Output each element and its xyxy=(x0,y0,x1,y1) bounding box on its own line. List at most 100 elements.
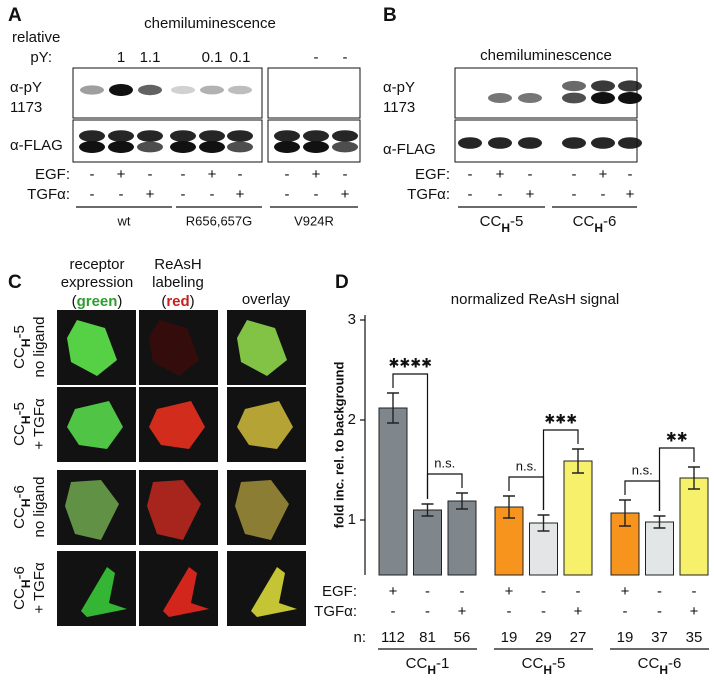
blot-band xyxy=(200,85,224,95)
row-label: + TGFα xyxy=(31,562,48,614)
n-value: 56 xyxy=(454,629,471,646)
sign: + xyxy=(146,186,155,203)
blot-band xyxy=(137,141,163,153)
group-label: V924R xyxy=(294,213,334,228)
text-part: -5 xyxy=(11,402,28,415)
row-label: CCH-5 xyxy=(11,402,33,446)
blot-band xyxy=(303,130,329,142)
group-label: CCH-5 xyxy=(522,655,566,677)
text-part: H xyxy=(659,663,668,677)
column-label: labeling xyxy=(152,274,204,291)
error-bar xyxy=(688,466,700,490)
row-label: EGF: xyxy=(322,583,357,600)
sign: - xyxy=(541,583,546,600)
text-part: -5 xyxy=(552,655,565,672)
significance-bracket xyxy=(508,476,545,510)
significance: ✱✱✱ xyxy=(544,411,577,426)
bar xyxy=(378,407,408,576)
panel-letter: C xyxy=(8,272,22,293)
sign: + xyxy=(626,186,635,203)
antibody: α-FLAG xyxy=(10,137,63,154)
blot-band xyxy=(562,137,586,149)
blot-band xyxy=(227,130,253,142)
cell xyxy=(237,401,293,449)
sign: - xyxy=(541,603,546,620)
blot-band xyxy=(80,85,104,95)
n-value: 29 xyxy=(535,629,552,646)
text-part: CC xyxy=(573,213,595,230)
sign: - xyxy=(601,186,606,203)
blot-band xyxy=(199,141,225,153)
blot-frame xyxy=(72,119,263,163)
panel-letter: D xyxy=(335,272,349,293)
text-part: CC xyxy=(406,655,428,672)
sign: - xyxy=(238,166,243,183)
py-value: 0.1 xyxy=(202,49,223,66)
row-label: EGF: xyxy=(35,166,70,183)
sign: - xyxy=(572,186,577,203)
row-label: TGFα: xyxy=(407,186,450,203)
bar xyxy=(645,521,674,576)
blot-band xyxy=(199,130,225,142)
cell xyxy=(237,320,287,376)
blot-band xyxy=(618,137,642,149)
text-part: H xyxy=(19,580,33,589)
blot-band xyxy=(170,141,196,153)
error-bar xyxy=(503,495,515,519)
heading: chemiluminescence xyxy=(144,15,276,32)
group-label: R656,657G xyxy=(186,213,253,228)
sign: - xyxy=(468,166,473,183)
cell xyxy=(163,567,209,617)
row-label: TGFα: xyxy=(314,603,357,620)
blot-band xyxy=(274,141,300,153)
sign: - xyxy=(468,186,473,203)
blot-band xyxy=(171,85,195,95)
sign: + xyxy=(312,166,321,183)
py-value: 1.1 xyxy=(140,49,161,66)
group-label: CCH-6 xyxy=(573,213,617,235)
sign: - xyxy=(507,603,512,620)
row-label: CCH-6 xyxy=(11,485,33,529)
antibody: α-FLAG xyxy=(383,141,436,158)
label: pY: xyxy=(30,49,52,66)
sign: - xyxy=(285,186,290,203)
row-label: no ligand xyxy=(31,317,48,378)
text-part: H xyxy=(543,663,552,677)
sign: - xyxy=(181,186,186,203)
text-part: CC xyxy=(638,655,660,672)
text-part: ) xyxy=(190,293,195,310)
heading: chemiluminescence xyxy=(480,47,612,64)
blot-band xyxy=(79,141,105,153)
sign: - xyxy=(90,166,95,183)
panel-letter: B xyxy=(383,5,397,26)
sign: - xyxy=(425,603,430,620)
sign: - xyxy=(657,603,662,620)
bar xyxy=(563,460,593,576)
sign: - xyxy=(343,166,348,183)
text-part: H xyxy=(427,663,436,677)
sign: - xyxy=(623,603,628,620)
text-part: green xyxy=(77,293,118,310)
sign: - xyxy=(210,186,215,203)
text-part: H xyxy=(19,339,33,348)
error-bar xyxy=(421,503,434,517)
sign: + xyxy=(341,186,350,203)
sign: + xyxy=(621,583,630,600)
text-part: CC xyxy=(11,424,28,446)
significance-bracket xyxy=(392,373,429,499)
sign: - xyxy=(314,186,319,203)
bar xyxy=(447,500,477,576)
blot-frame xyxy=(454,67,638,119)
text-part: red xyxy=(166,293,189,310)
blot-band xyxy=(618,80,642,92)
significance: n.s. xyxy=(516,458,537,473)
text-part: ( xyxy=(161,293,166,310)
text-part: H xyxy=(594,221,603,235)
sign: + xyxy=(458,603,467,620)
column-label: (red) xyxy=(161,293,194,310)
significance: n.s. xyxy=(632,462,653,477)
column-label: receptor xyxy=(69,256,124,273)
text-part: CC xyxy=(11,588,28,610)
blot-band xyxy=(591,92,615,104)
group-label: CCH-5 xyxy=(480,213,524,235)
